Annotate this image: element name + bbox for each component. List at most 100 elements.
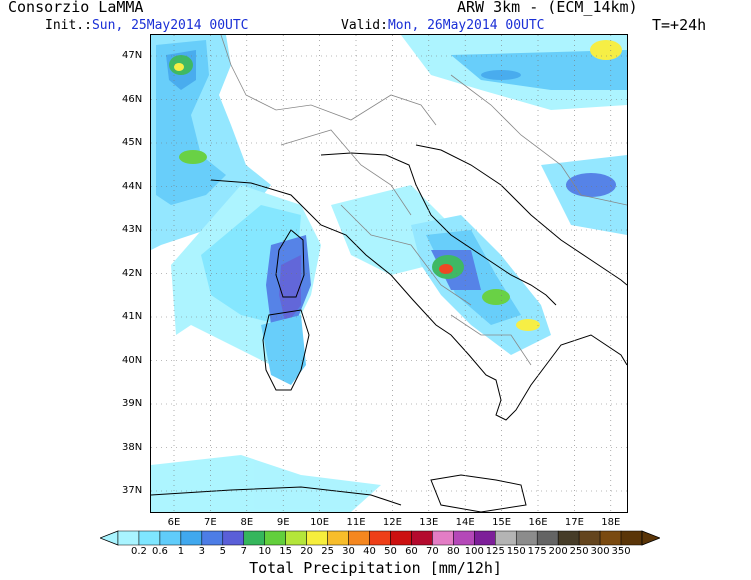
colorbar-swatch	[369, 530, 391, 546]
lon-label: 7E	[204, 517, 217, 528]
precip-ne-cell	[590, 40, 622, 60]
colorbar-swatch	[557, 530, 580, 546]
colorbar-tick-label: 0.6	[151, 546, 168, 557]
colorbar-tick-label: 1	[177, 546, 185, 557]
colorbar-tick-label: 125	[485, 546, 505, 557]
colorbar-swatch	[264, 530, 286, 546]
colorbar-swatch	[474, 530, 496, 546]
init-line: Init.:Sun, 25May2014 00UTC	[45, 19, 249, 32]
colorbar-swatch	[327, 530, 349, 546]
colorbar-swatch	[620, 530, 643, 546]
colorbar-swatch	[515, 530, 538, 546]
north-africa-coast	[151, 486, 402, 506]
colorbar-swatch	[180, 530, 203, 546]
colorbar-tick-label: 70	[426, 546, 439, 557]
precip-south-core	[482, 289, 510, 305]
lead-time: T=+24h	[652, 16, 707, 34]
colorbar-swatch	[201, 530, 224, 546]
valid-line: Valid:Mon, 26May2014 00UTC	[341, 19, 545, 32]
valid-label: Valid:	[341, 18, 388, 33]
colorbar-left-cap	[100, 530, 119, 546]
precip-balkan-cell	[566, 173, 616, 197]
lat-label: 40N	[122, 354, 143, 366]
valid-value: Mon, 26May2014 00UTC	[387, 18, 545, 33]
colorbar-tick-label: 175	[527, 546, 547, 557]
colorbar-swatch	[411, 530, 433, 546]
colorbar-swatch	[536, 530, 559, 546]
precip-nw-cell3	[179, 150, 207, 164]
lon-label: 6E	[167, 517, 181, 528]
border-regions1	[280, 129, 412, 216]
colorbar-title: Total Precipitation [mm/12h]	[249, 559, 502, 577]
colorbar-swatch	[599, 530, 622, 546]
colorbar-tick-label: 10	[258, 546, 272, 557]
colorbar-tick-label: 30	[342, 546, 355, 557]
colorbar-right-cap	[641, 530, 660, 546]
border-regions2	[340, 204, 472, 306]
colorbar-swatch	[138, 530, 161, 546]
sicily-coast	[430, 474, 527, 512]
lat-label: 41N	[122, 311, 143, 322]
colorbar-tick-label: 15	[279, 546, 293, 557]
border-alps	[220, 35, 437, 126]
lat-label: 37N	[122, 485, 143, 496]
lon-label: 10E	[310, 517, 330, 528]
lat-label: 38N	[122, 441, 143, 453]
precip-central-core2	[439, 264, 453, 274]
lat-label: 43N	[122, 224, 143, 235]
model-title: ARW 3km - (ECM_14km)	[457, 0, 638, 16]
lat-label: 42N	[122, 267, 143, 279]
colorbar-tick-label: 50	[384, 546, 397, 557]
colorbar-tick-label: 5	[219, 546, 226, 557]
colorbar-tick-label: 250	[569, 546, 589, 557]
colorbar-tick-label: 80	[446, 546, 460, 557]
lat-label: 47N	[122, 50, 143, 61]
lon-label: 17E	[564, 517, 584, 528]
precipitation-map	[150, 34, 628, 513]
borders	[220, 35, 627, 366]
sardinia-coast	[262, 309, 310, 391]
lon-label: 8E	[240, 517, 254, 528]
colorbar-swatch	[453, 530, 475, 546]
colorbar-tick-label: 40	[363, 546, 376, 557]
colorbar-swatch	[578, 530, 601, 546]
corsica-coast	[275, 229, 305, 298]
lon-label: 12E	[382, 517, 402, 528]
precip-south-sea	[151, 455, 381, 512]
precip-ne-cell2	[481, 70, 521, 80]
map-canvas	[151, 35, 627, 512]
lon-label: 9E	[276, 517, 290, 528]
lat-label: 46N	[122, 93, 143, 105]
colorbar-tick-label: 7	[240, 546, 247, 557]
precip-nw-cell2	[174, 63, 184, 71]
colorbar-swatch	[390, 530, 412, 546]
border-balkans	[450, 74, 627, 206]
colorbar-swatch	[348, 530, 370, 546]
colorbar-tick-label: 60	[405, 546, 418, 557]
lat-label: 39N	[122, 398, 143, 409]
lon-label: 11E	[346, 517, 366, 528]
colorbar-tick-label: 200	[548, 546, 568, 557]
colorbar-tick-label: 25	[321, 546, 334, 557]
provider-title: Consorzio LaMMA	[8, 0, 144, 16]
colorbar	[100, 530, 660, 546]
lon-label: 13E	[419, 517, 439, 528]
colorbar-tick-label: 3	[198, 546, 206, 557]
colorbar-tick-label: 20	[300, 546, 313, 557]
colorbar-swatch	[495, 530, 517, 546]
border-regions3	[450, 314, 532, 366]
colorbar-tick-label: 150	[506, 546, 526, 557]
init-value: Sun, 25May2014 00UTC	[91, 18, 249, 33]
colorbar-tick-label: 0.2	[131, 546, 147, 557]
colorbar-swatch	[306, 530, 328, 546]
precip-south-core2	[516, 319, 540, 331]
adriatic-coast	[320, 152, 557, 306]
colorbar-tick-label: 300	[590, 546, 610, 557]
lat-label: 45N	[122, 137, 143, 148]
colorbar-swatch	[222, 530, 245, 546]
colorbar-swatch	[159, 530, 182, 546]
precip-corsica2	[279, 255, 301, 325]
colorbar-tick-label: 350	[611, 546, 631, 557]
colorbar-swatch	[285, 530, 307, 546]
lon-label: 16E	[528, 517, 548, 528]
